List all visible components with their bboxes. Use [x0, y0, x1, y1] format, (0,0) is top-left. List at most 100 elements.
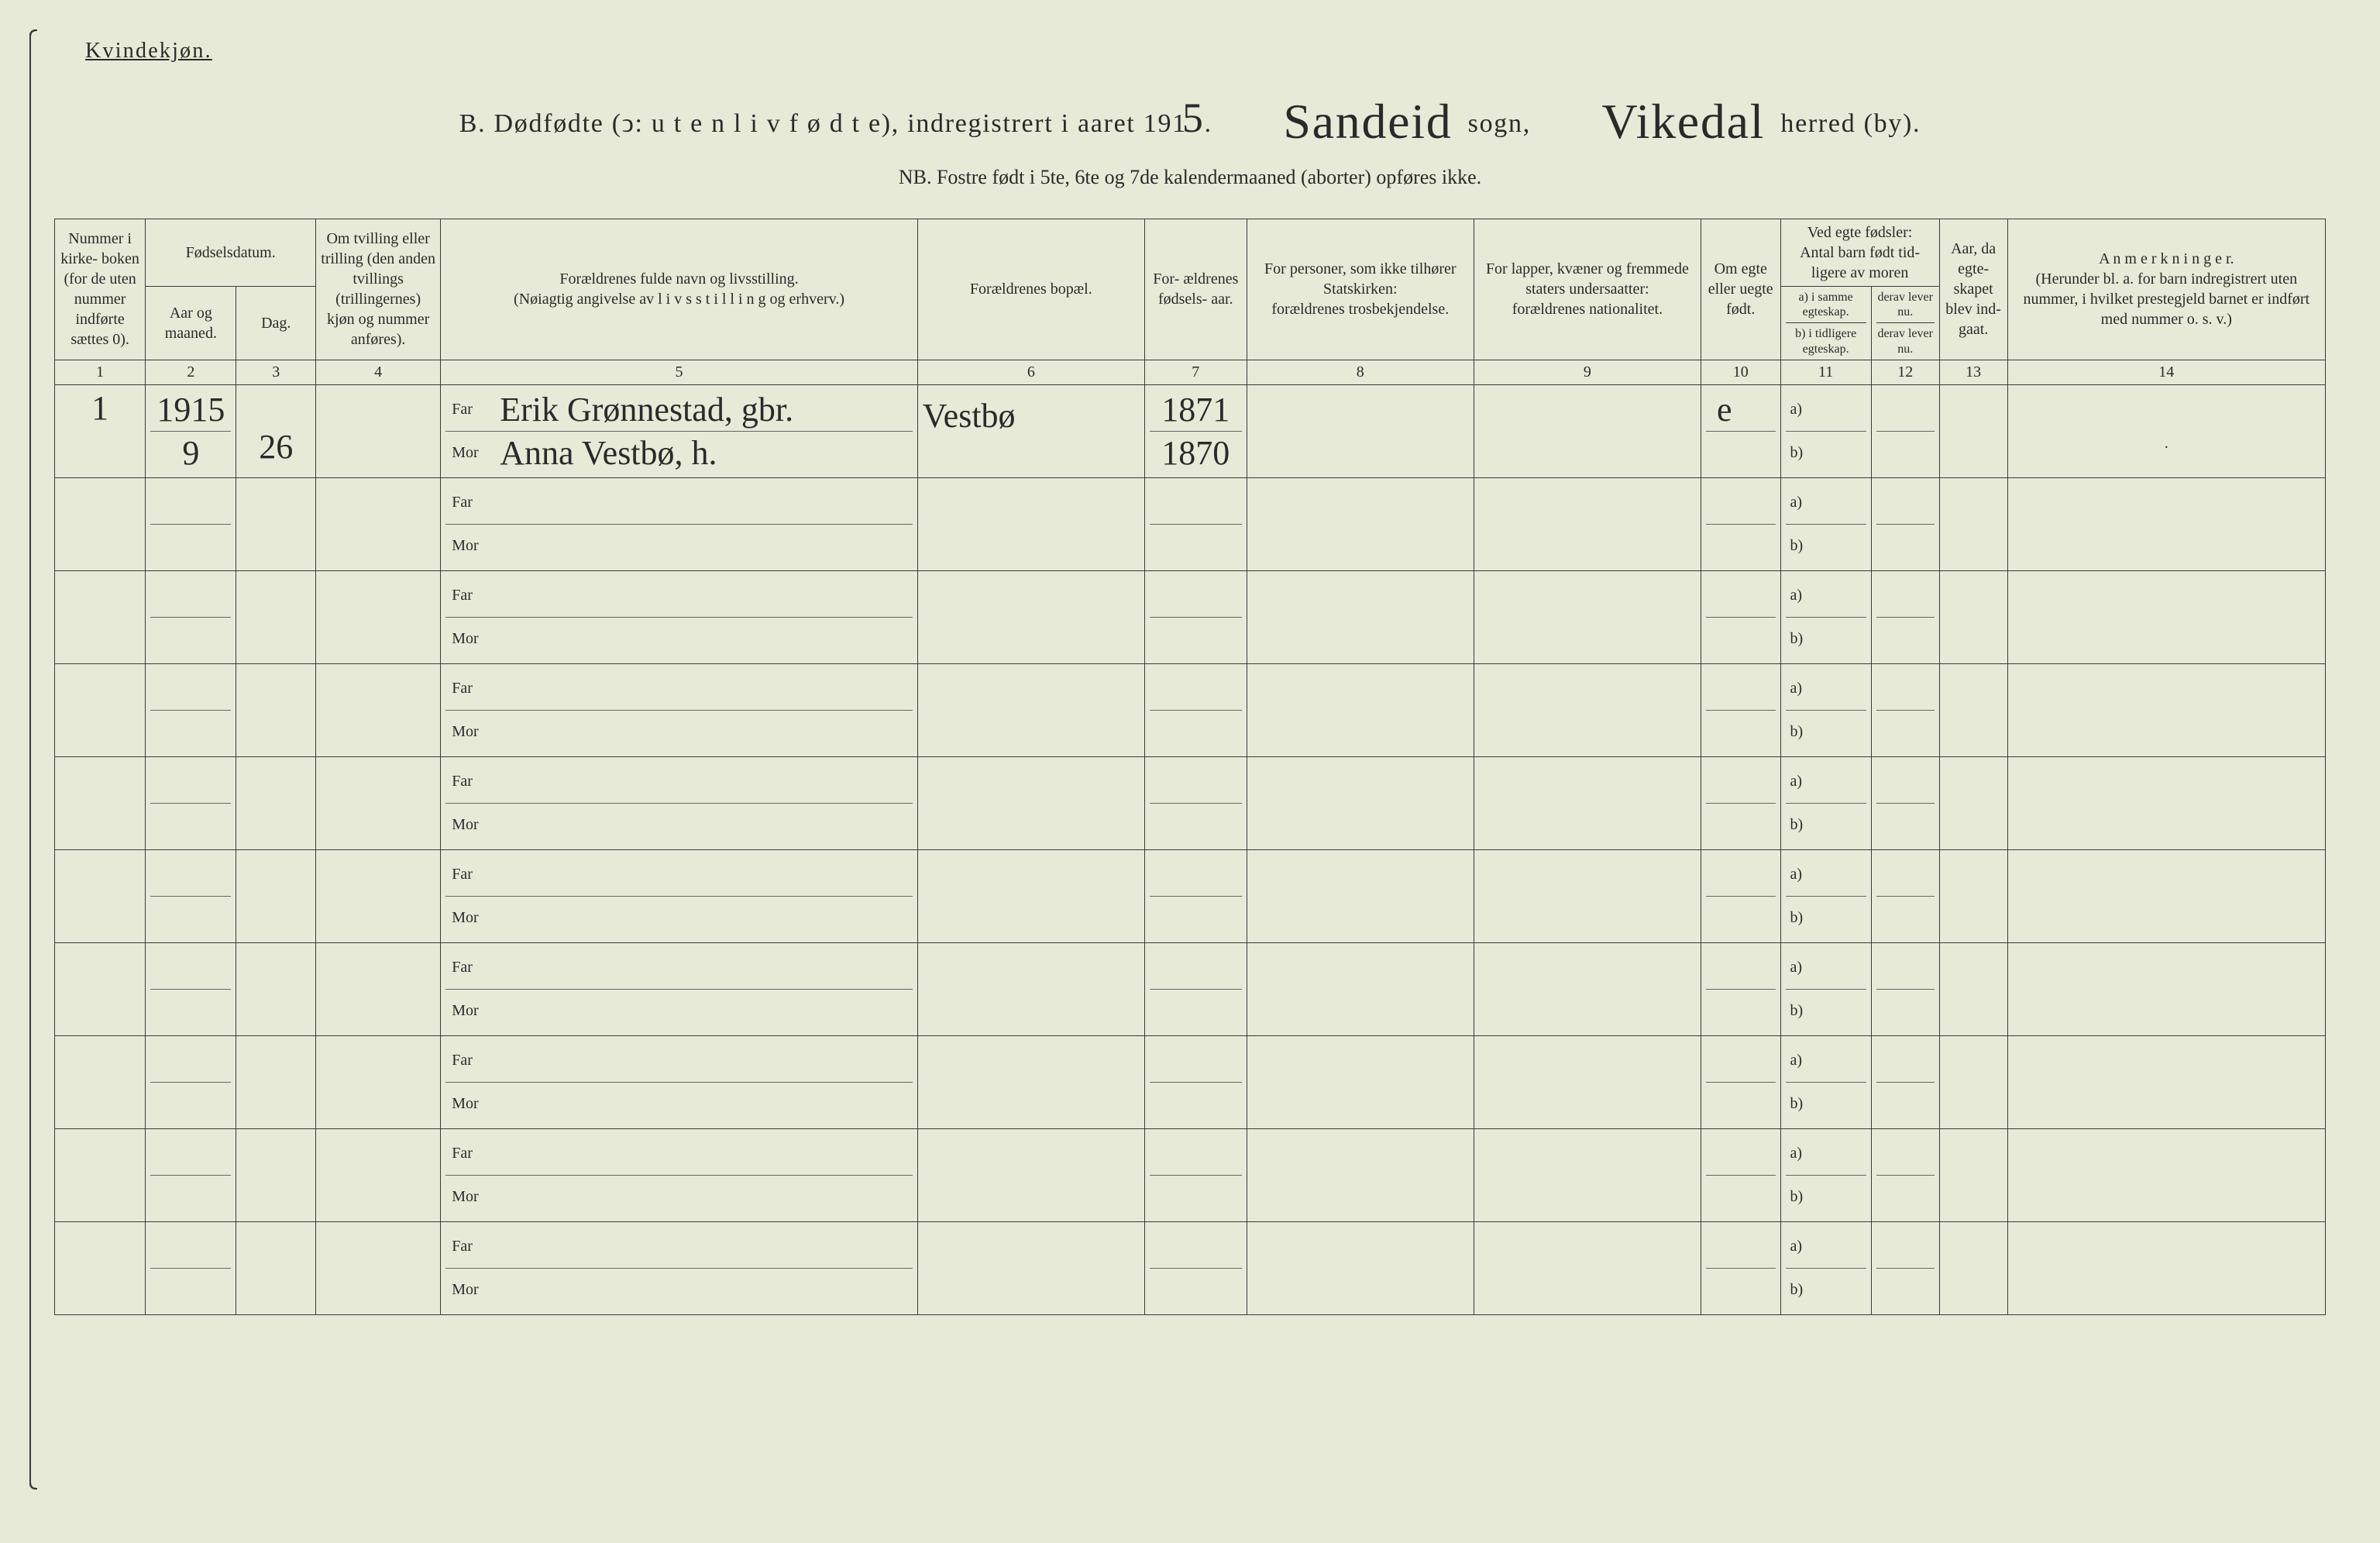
- gender-label: Kvindekjøn.: [85, 39, 2326, 64]
- table-cell: [146, 849, 236, 942]
- colnum-3: 3: [236, 360, 316, 384]
- table-cell: Far Mor: [441, 477, 918, 570]
- table-cell: [1144, 1035, 1247, 1128]
- col-header-9: For lapper, kvæner og fremmede staters u…: [1474, 219, 1701, 360]
- table-cell: [1939, 942, 2007, 1035]
- col-header-1: Nummer i kirke- boken (for de uten numme…: [55, 219, 146, 360]
- table-row: Far Mor a) b): [55, 942, 2326, 1035]
- colnum-13: 13: [1939, 360, 2007, 384]
- col-header-10: Om egte eller uegte født.: [1701, 219, 1780, 360]
- table-cell: [1247, 756, 1474, 849]
- colnum-9: 9: [1474, 360, 1701, 384]
- table-cell: [917, 849, 1144, 942]
- table-cell: [917, 570, 1144, 663]
- table-body: 11915926 FarErik Grønnestad, gbr. MorAnn…: [55, 384, 2326, 1314]
- col-header-2b: Dag.: [236, 287, 316, 360]
- table-cell: [316, 756, 441, 849]
- table-cell: Far Mor: [441, 1221, 918, 1314]
- table-cell: [1939, 756, 2007, 849]
- table-cell: [55, 477, 146, 570]
- nb-note: NB. Fostre født i 5te, 6te og 7de kalend…: [54, 166, 2326, 189]
- col-header-2a: Aar og maaned.: [146, 287, 236, 360]
- sogn-value: Sandeid: [1275, 93, 1460, 150]
- table-cell: [146, 942, 236, 1035]
- table-cell: e: [1701, 384, 1780, 477]
- table-cell: [917, 942, 1144, 1035]
- table-cell: FarErik Grønnestad, gbr. MorAnna Vestbø,…: [441, 384, 918, 477]
- table-cell: [236, 663, 316, 756]
- colnum-2: 2: [146, 360, 236, 384]
- col-header-6: Forældrenes bopæl.: [917, 219, 1144, 360]
- table-cell: [2007, 663, 2325, 756]
- table-cell: [1247, 942, 1474, 1035]
- table-row: Far Mor a) b): [55, 1035, 2326, 1128]
- table-cell: Far Mor: [441, 942, 918, 1035]
- table-cell: [1939, 1221, 2007, 1314]
- col-header-12: derav lever nu. derav lever nu.: [1871, 287, 1939, 360]
- colnum-14: 14: [2007, 360, 2325, 384]
- table-cell: [1701, 477, 1780, 570]
- table-cell: [236, 570, 316, 663]
- colnum-5: 5: [441, 360, 918, 384]
- table-cell: [1474, 1035, 1701, 1128]
- table-cell: [1871, 477, 1939, 570]
- table-cell: [1474, 570, 1701, 663]
- table-cell: [1871, 384, 1939, 477]
- table-cell: [917, 663, 1144, 756]
- table-cell: [2007, 942, 2325, 1035]
- table-cell: [316, 570, 441, 663]
- table-cell: [55, 1035, 146, 1128]
- table-cell: 1: [55, 384, 146, 477]
- table-cell: [55, 756, 146, 849]
- colnum-12: 12: [1871, 360, 1939, 384]
- table-cell: [917, 756, 1144, 849]
- table-cell: 19159: [146, 384, 236, 477]
- table-cell: a) b): [1780, 942, 1871, 1035]
- table-cell: [316, 1221, 441, 1314]
- c11b-lbl: b) i tidligere egteskap.: [1786, 322, 1866, 356]
- register-page: Kvindekjøn. B. Dødfødte (ↄ: u t e n l i …: [31, 23, 2349, 1496]
- table-cell: [1144, 756, 1247, 849]
- table-cell: a) b): [1780, 849, 1871, 942]
- table-cell: [1247, 663, 1474, 756]
- table-cell: [1701, 1128, 1780, 1221]
- table-cell: [236, 1035, 316, 1128]
- table-cell: [1474, 477, 1701, 570]
- table-cell: [1871, 1128, 1939, 1221]
- table-cell: [1871, 942, 1939, 1035]
- column-numbers-row: 1 2 3 4 5 6 7 8 9 10 11 12 13 14: [55, 360, 2326, 384]
- table-cell: [1247, 849, 1474, 942]
- table-cell: [1144, 849, 1247, 942]
- table-cell: [1474, 756, 1701, 849]
- table-cell: [1939, 1035, 2007, 1128]
- table-row: Far Mor a) b): [55, 570, 2326, 663]
- table-cell: [1474, 384, 1701, 477]
- table-cell: [1474, 663, 1701, 756]
- colnum-4: 4: [316, 360, 441, 384]
- table-cell: [236, 1128, 316, 1221]
- table-cell: [316, 384, 441, 477]
- table-cell: [2007, 756, 2325, 849]
- table-cell: [55, 849, 146, 942]
- table-cell: Far Mor: [441, 663, 918, 756]
- table-row: Far Mor a) b): [55, 756, 2326, 849]
- table-cell: [917, 477, 1144, 570]
- table-cell: [1247, 1035, 1474, 1128]
- table-head: Nummer i kirke- boken (for de uten numme…: [55, 219, 2326, 385]
- table-cell: [236, 1221, 316, 1314]
- table-cell: [1871, 1035, 1939, 1128]
- table-cell: [1247, 384, 1474, 477]
- table-cell: [1701, 849, 1780, 942]
- table-cell: [1144, 570, 1247, 663]
- table-cell: [1474, 1221, 1701, 1314]
- table-cell: [1701, 663, 1780, 756]
- table-cell: [1871, 1221, 1939, 1314]
- table-cell: [55, 1221, 146, 1314]
- table-cell: Far Mor: [441, 849, 918, 942]
- col-header-8: For personer, som ikke tilhører Statskir…: [1247, 219, 1474, 360]
- table-cell: [316, 663, 441, 756]
- table-cell: [1701, 756, 1780, 849]
- table-row: Far Mor a) b): [55, 477, 2326, 570]
- table-cell: [2007, 1035, 2325, 1128]
- col-header-13: Aar, da egte- skapet blev ind- gaat.: [1939, 219, 2007, 360]
